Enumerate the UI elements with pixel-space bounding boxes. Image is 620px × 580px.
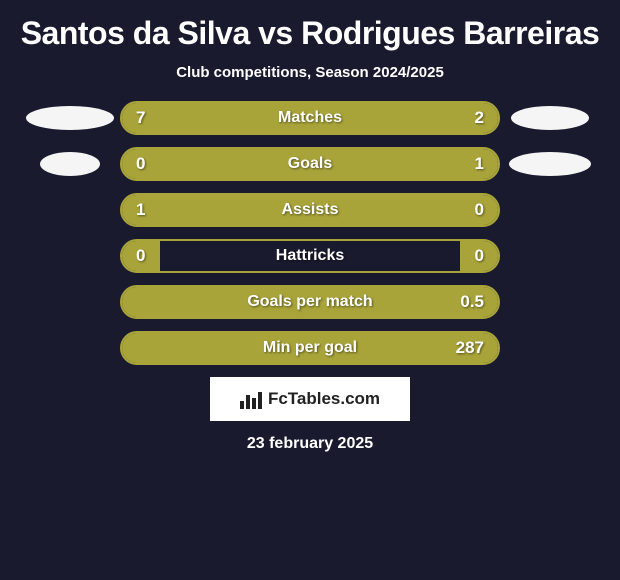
- stat-bar: 7 2 Matches: [120, 101, 500, 135]
- stat-bar: 0 0 Hattricks: [120, 239, 500, 273]
- source-badge: FcTables.com: [210, 377, 410, 421]
- vs-text: vs: [258, 15, 293, 51]
- bar-fill-right: [182, 149, 498, 179]
- bar-fill-left: [122, 195, 438, 225]
- avatar-icon: [509, 150, 591, 178]
- player2-name: Rodrigues Barreiras: [301, 15, 599, 51]
- stat-bar: 1 0 Assists: [120, 193, 500, 227]
- badge-text: FcTables.com: [268, 389, 380, 409]
- stat-row: 0 1 Goals: [0, 147, 620, 181]
- avatar-left: [20, 150, 120, 178]
- value-left: 1: [136, 200, 145, 220]
- stat-label: Goals: [288, 155, 332, 173]
- stat-label: Matches: [278, 109, 342, 127]
- value-right: 0: [475, 200, 484, 220]
- value-right: 0: [475, 246, 484, 266]
- stat-label: Goals per match: [247, 293, 372, 311]
- avatar-icon: [40, 150, 100, 178]
- stat-label: Hattricks: [276, 247, 344, 265]
- stat-bar: 287 Min per goal: [120, 331, 500, 365]
- bar-fill-right: [438, 195, 498, 225]
- title: Santos da Silva vs Rodrigues Barreiras: [0, 15, 620, 52]
- comparison-card: Santos da Silva vs Rodrigues Barreiras C…: [0, 0, 620, 580]
- subtitle: Club competitions, Season 2024/2025: [0, 64, 620, 81]
- stat-row: 0 0 Hattricks: [0, 239, 620, 273]
- stat-label: Min per goal: [263, 339, 357, 357]
- value-right: 2: [475, 108, 484, 128]
- stat-bar: 0.5 Goals per match: [120, 285, 500, 319]
- value-right: 1: [475, 154, 484, 174]
- stats-list: 7 2 Matches 0 1 Goals 1 0 Assists 0 0 Hattricks 0.5 G…: [0, 101, 620, 365]
- stat-bar: 0 1 Goals: [120, 147, 500, 181]
- date-text: 23 february 2025: [0, 435, 620, 453]
- value-left: 0: [136, 246, 145, 266]
- value-right: 287: [456, 338, 484, 358]
- avatar-left: [20, 104, 120, 132]
- bar-fill-left: [122, 287, 167, 317]
- bar-fill-left: [122, 103, 385, 133]
- avatar-right: [500, 104, 600, 132]
- value-left: 7: [136, 108, 145, 128]
- value-right: 0.5: [460, 292, 484, 312]
- stat-label: Assists: [282, 201, 339, 219]
- stat-row: 1 0 Assists: [0, 193, 620, 227]
- value-left: 0: [136, 154, 145, 174]
- avatar-icon: [511, 104, 589, 132]
- stat-row: 7 2 Matches: [0, 101, 620, 135]
- bar-fill-left: [122, 149, 182, 179]
- avatar-icon: [26, 104, 114, 132]
- chart-icon: [240, 389, 262, 409]
- avatar-right: [500, 150, 600, 178]
- player1-name: Santos da Silva: [21, 15, 250, 51]
- bar-fill-left: [122, 333, 167, 363]
- stat-row: 287 Min per goal: [0, 331, 620, 365]
- stat-row: 0.5 Goals per match: [0, 285, 620, 319]
